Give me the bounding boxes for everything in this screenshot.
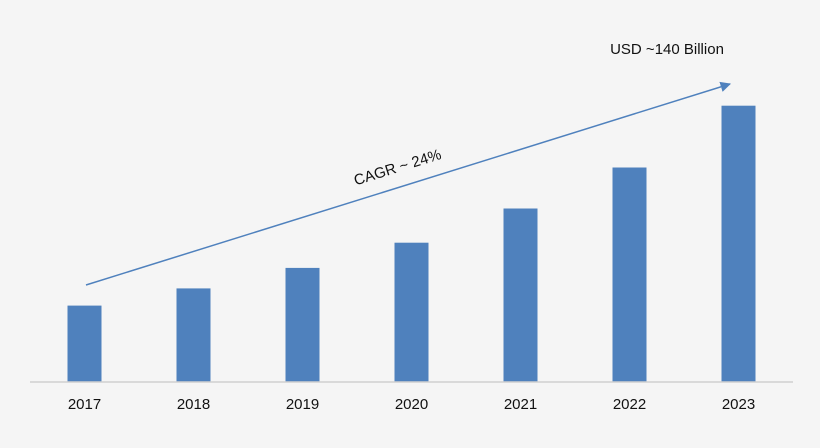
bar-2022 [612, 167, 647, 382]
x-tick-label-2023: 2023 [722, 396, 755, 413]
bar-2021 [503, 208, 538, 382]
bar-2023 [721, 105, 756, 382]
bar-2020 [394, 242, 429, 382]
cagr-trend-arrow [85, 81, 732, 286]
bars-group [67, 105, 756, 382]
x-tick-label-2019: 2019 [286, 396, 319, 413]
end-value-label: USD ~140 Billion [610, 41, 724, 58]
x-tick-label-2017: 2017 [68, 396, 101, 413]
x-tick-label-2022: 2022 [613, 396, 646, 413]
cagr-label: CAGR ~ 24% [352, 146, 443, 189]
x-tick-label-2018: 2018 [177, 396, 210, 413]
x-tick-label-2021: 2021 [504, 396, 537, 413]
x-tick-labels: 2017 2018 2019 2020 2021 2022 2023 [68, 396, 755, 413]
bar-2019 [285, 267, 320, 382]
x-tick-label-2020: 2020 [395, 396, 428, 413]
bar-2018 [176, 288, 211, 382]
bar-2017 [67, 305, 102, 382]
